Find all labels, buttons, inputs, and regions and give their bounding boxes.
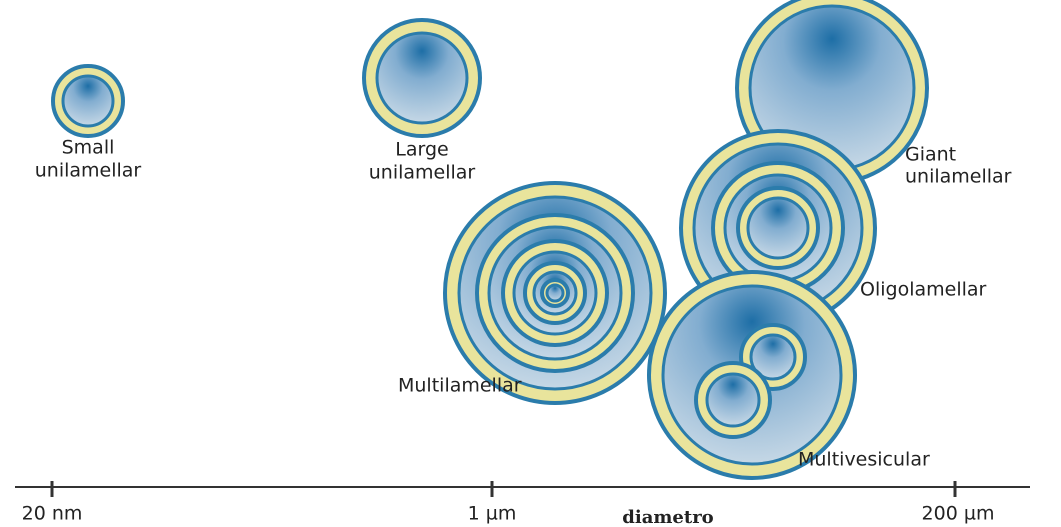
membrane bbox=[377, 33, 467, 123]
page: 20 nm 1 µm 200 µm diametro Small unilame… bbox=[0, 0, 1061, 527]
vesicle-label: Small bbox=[62, 137, 115, 159]
vesicle-label: Oligolamellar bbox=[860, 279, 987, 301]
vesicle-label: Giant bbox=[905, 144, 956, 166]
membrane bbox=[547, 285, 563, 301]
vesicle-label: Multivesicular bbox=[798, 449, 930, 471]
vesicles bbox=[53, 0, 927, 478]
membrane bbox=[748, 198, 808, 258]
vesicle-label: Multilamellar bbox=[398, 375, 522, 397]
axis-tick-label: 1 µm bbox=[468, 503, 517, 525]
axis-tick-label: 200 µm bbox=[922, 503, 995, 525]
vesicle-label: unilamellar bbox=[35, 160, 142, 182]
vesicle-label: Large bbox=[395, 139, 448, 161]
diagram: 20 nm 1 µm 200 µm diametro Small unilame… bbox=[0, 0, 1061, 527]
membrane bbox=[707, 374, 759, 426]
axis-title: diametro bbox=[622, 507, 713, 527]
axis-tick-label: 20 nm bbox=[22, 503, 83, 525]
vesicle-label: unilamellar bbox=[369, 162, 476, 184]
vesicle-label: unilamellar bbox=[905, 166, 1012, 188]
membrane bbox=[63, 76, 113, 126]
